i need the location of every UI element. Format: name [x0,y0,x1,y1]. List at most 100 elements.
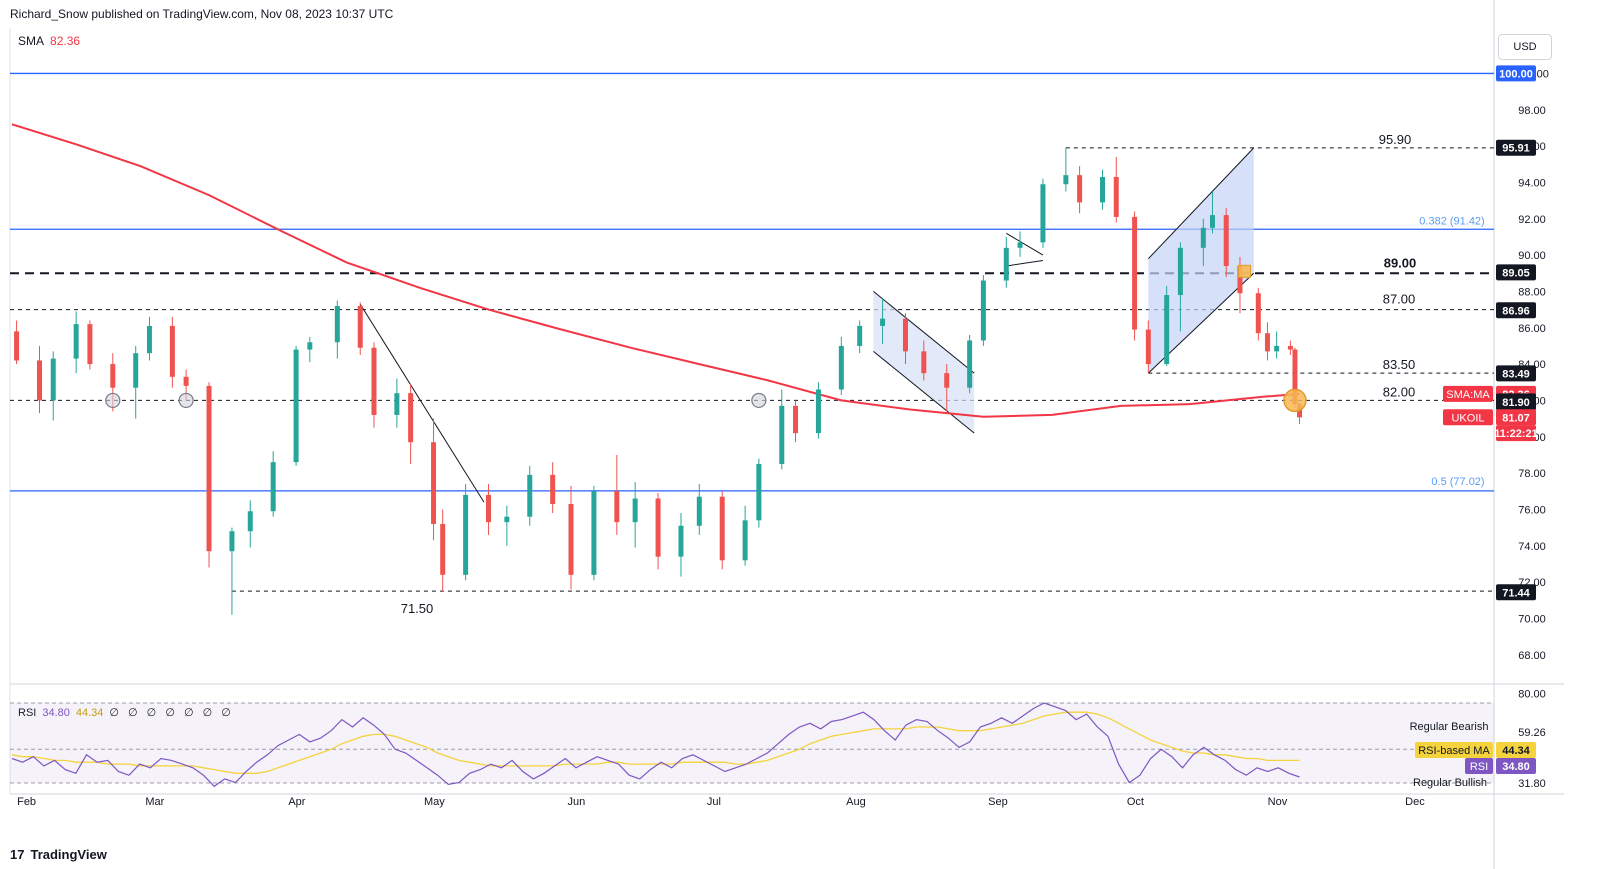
side-tag-bg [1443,409,1493,426]
rsi-ma-tag-label: RSI-based MA [1418,745,1490,757]
candle-body [50,358,56,401]
sma-legend-label: SMA [18,34,45,48]
candle-body [431,442,437,524]
falling-channel-lower [873,350,975,434]
candle-body [591,491,597,575]
candle-body [632,498,638,523]
support-touch-marker [178,392,194,409]
rsi-legend-label: RSI [18,707,37,719]
candle-body [815,389,821,434]
candle-body [1017,242,1023,248]
candle-body [1100,176,1106,203]
level-label: 0.5 (77.02) [1431,476,1484,488]
pennant-upper [1006,232,1044,256]
rsi-legend-value: 34.80 [42,707,70,719]
price-tick-label: 70.00 [1518,613,1546,625]
candle-body [1145,329,1151,365]
breakdown-marker [1283,388,1307,413]
price-tag-bg [1496,394,1536,411]
candle-body [838,345,844,390]
candle-body [408,393,414,443]
rsi-axis-label: 80.00 [1518,689,1546,701]
tradingview-footer[interactable]: 17 TradingView [10,847,107,862]
price-tag-label: 89.05 [1502,267,1530,279]
tradingview-brand: TradingView [30,847,107,862]
candle-body [334,305,340,343]
price-tag-label: 11:22:21 [1494,428,1537,440]
price-tick-label: 90.00 [1518,250,1546,262]
price-tag-bg [1496,264,1536,281]
candle-body [1003,247,1009,281]
candle-body [183,376,189,386]
rsi-ma-line [11,711,1300,774]
candle-body [504,516,510,523]
side-tag-bg [1443,385,1493,402]
candle-body [87,324,93,365]
candle-body [742,520,748,561]
price-tick-label: 74.00 [1518,541,1546,553]
candle-body [568,503,574,575]
level-label: 87.00 [1383,292,1416,307]
candle-body [880,318,886,326]
rsi-value-tag-bg [1496,758,1536,774]
level-label: 0.382 (91.42) [1419,215,1484,227]
rising-channel-shade [1148,147,1254,374]
time-tick-label: Nov [1268,796,1288,808]
price-tick-label: 78.00 [1518,468,1546,480]
time-tick-label: Mar [145,796,164,808]
price-tick-label: 88.00 [1518,286,1546,298]
candle-body [967,340,973,388]
candle-body [678,525,684,557]
retest-marker [1238,264,1252,278]
candle-body [779,405,785,464]
sma-legend[interactable]: SMA 82.36 [18,34,80,48]
rsi-axis-label: 59.26 [1518,727,1546,739]
candle-body [293,349,299,463]
price-tag-label: 81.95 [1502,396,1530,408]
price-tag-bg [1496,365,1536,382]
price-tick-label: 92.00 [1518,214,1546,226]
level-label: 83.50 [1383,357,1416,372]
candle-body [1177,247,1183,296]
candle-body [229,531,235,552]
rsi-legend[interactable]: RSI 34.80 44.34 ∅ ∅ ∅ ∅ ∅ ∅ ∅ [18,706,234,719]
price-tick-label: 94.00 [1518,177,1546,189]
sma-legend-value: 82.36 [50,34,81,48]
candle-body [463,494,469,575]
candle-body [146,325,152,354]
candle-body [440,523,446,575]
candle-body [1237,265,1243,294]
candle-body [1113,176,1119,217]
level-label: 89.00 [1384,255,1417,270]
time-tick-label: Oct [1127,796,1144,808]
falling-channel-upper [873,291,975,374]
currency-selector[interactable]: USD [1498,34,1552,60]
price-tag-bg [1496,302,1536,319]
rsi-ma-tag-bg [1415,742,1493,758]
candle-body [394,393,400,415]
rsi-regular-bullish-label: Regular Bullish [1413,777,1487,789]
candle-body [371,347,377,415]
candle-body [270,462,276,512]
time-tick-label: Sep [988,796,1008,808]
price-tick-label: 98.00 [1518,105,1546,117]
price-tag-bg [1496,409,1536,426]
rising-channel-upper [1147,147,1255,260]
price-tick-label: 68.00 [1518,650,1546,662]
price-tag-bg [1496,584,1536,601]
time-tick-label: Apr [288,796,305,808]
candle-body [1264,333,1270,352]
price-tick-label: 96.00 [1518,141,1546,153]
candle-body [550,474,556,504]
rsi-tag-label: RSI [1470,761,1488,773]
support-touch-marker [105,392,121,409]
price-tag-label: 100.00 [1499,68,1533,80]
candle-body [921,351,927,374]
candle-body [1287,345,1293,350]
level-label: 95.90 [1379,132,1412,147]
time-tick-label: Dec [1405,796,1425,808]
candle-body [756,464,762,521]
pennant-lower [1006,260,1044,267]
candle-body [944,373,950,388]
